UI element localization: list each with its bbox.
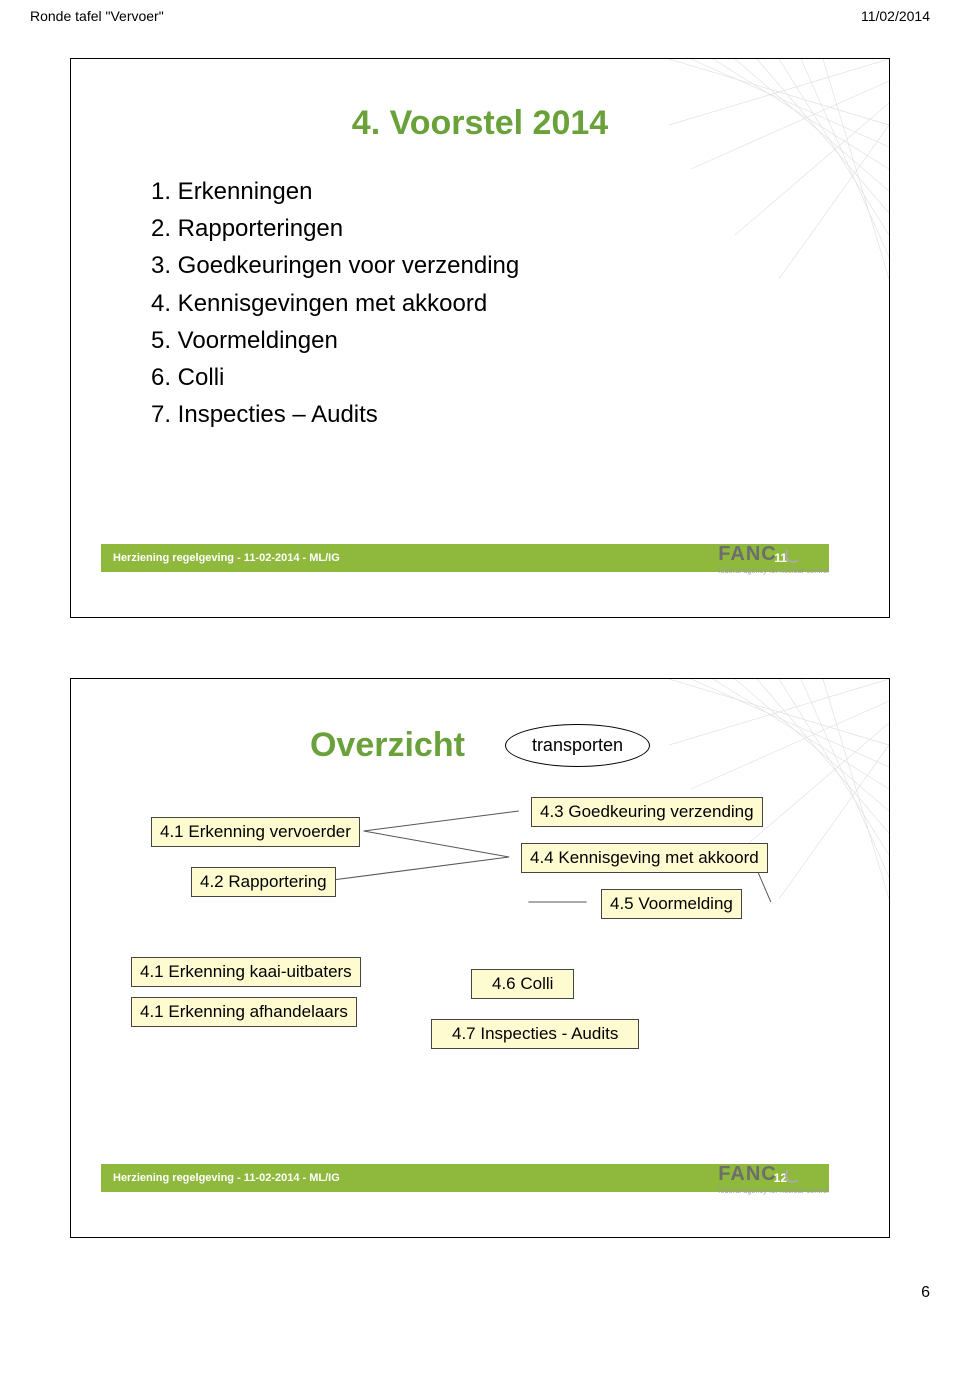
fanc-logo: FANC federal agency for nuclear control <box>718 1163 829 1195</box>
transporten-oval: transporten <box>505 724 650 767</box>
box-erkenning-afhandelaars: 4.1 Erkenning afhandelaars <box>131 997 357 1027</box>
logo-subtext: federal agency for nuclear control <box>718 568 829 575</box>
box-erkenning-kaai: 4.1 Erkenning kaai-uitbaters <box>131 957 361 987</box>
box-colli: 4.6 Colli <box>471 969 574 999</box>
page-header: Ronde tafel "Vervoer" 11/02/2014 <box>0 0 960 28</box>
footer-bar-text: Herziening regelgeving - 11-02-2014 - ML… <box>113 552 340 564</box>
box-kennisgeving-akkoord: 4.4 Kennisgeving met akkoord <box>521 843 768 873</box>
list-item: 7. Inspecties – Audits <box>151 396 839 433</box>
box-goedkeuring-verzending: 4.3 Goedkeuring verzending <box>531 797 763 827</box>
slide-1: 4. Voorstel 2014 1. Erkenningen 2. Rappo… <box>70 58 890 618</box>
box-voormelding: 4.5 Voormelding <box>601 889 742 919</box>
footer-bar-text: Herziening regelgeving - 11-02-2014 - ML… <box>113 1172 340 1184</box>
box-inspecties-audits: 4.7 Inspecties - Audits <box>431 1019 639 1049</box>
slide2-title: Overzicht <box>310 726 465 765</box>
corner-decoration <box>669 59 889 279</box>
header-right: 11/02/2014 <box>861 8 930 24</box>
logo-subtext: federal agency for nuclear control <box>718 1188 829 1195</box>
diagram: 4.1 Erkenning vervoerder 4.2 Rapporterin… <box>131 797 829 1077</box>
slide-2: Overzicht transporten 4.1 Erkenning ve <box>70 678 890 1238</box>
fanc-logo: FANC federal agency for nuclear control <box>718 543 829 575</box>
header-left: Ronde tafel "Vervoer" <box>30 8 164 24</box>
list-item: 5. Voormeldingen <box>151 322 839 359</box>
logo-text: FANC <box>718 543 776 566</box>
logo-icon <box>783 1165 803 1185</box>
list-item: 4. Kennisgevingen met akkoord <box>151 285 839 322</box>
page-number: 6 <box>921 1284 930 1302</box>
box-erkenning-vervoerder: 4.1 Erkenning vervoerder <box>151 817 360 847</box>
logo-text: FANC <box>718 1163 776 1186</box>
logo-icon <box>783 545 803 565</box>
box-rapportering: 4.2 Rapportering <box>191 867 336 897</box>
list-item: 6. Colli <box>151 359 839 396</box>
